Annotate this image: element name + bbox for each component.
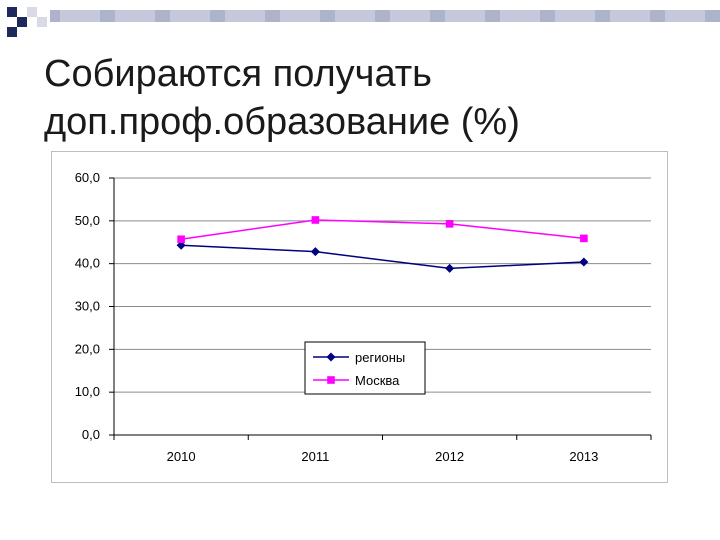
x-tick-label: 2010 xyxy=(167,449,196,464)
slide-title-line-2: доп.проф.образование (%) xyxy=(44,101,520,143)
deco-block xyxy=(445,10,485,22)
legend-marker xyxy=(326,352,336,362)
deco-square xyxy=(27,7,37,17)
series-line xyxy=(181,219,584,240)
data-point xyxy=(580,234,588,243)
data-point xyxy=(445,220,454,228)
series xyxy=(176,216,589,273)
y-tick-label: 50,0 xyxy=(75,213,100,228)
line-chart: 0,0 10,0 20,0 30,0 40,0 50,0 60,0 2010 2011 2012 2… xyxy=(75,170,652,464)
data-point xyxy=(579,257,589,267)
x-tick-label: 2013 xyxy=(569,449,598,464)
deco-block xyxy=(500,10,540,22)
x-tick-label: 2011 xyxy=(301,449,329,464)
deco-block xyxy=(665,10,705,22)
y-tick-label: 60,0 xyxy=(75,170,100,185)
chart-frame xyxy=(51,151,668,483)
deco-block xyxy=(555,10,595,22)
deco-square xyxy=(7,27,17,37)
y-tick-label: 0,0 xyxy=(82,427,100,442)
deco-block xyxy=(610,10,650,22)
legend-box xyxy=(304,341,426,395)
y-tick-label: 30,0 xyxy=(75,299,100,314)
legend-marker xyxy=(327,376,335,384)
deco-block xyxy=(335,10,375,22)
series-line xyxy=(181,244,584,270)
x-tick-label: 2012 xyxy=(435,449,464,464)
deco-square xyxy=(37,17,47,27)
deco-block xyxy=(60,10,100,22)
deco-block xyxy=(170,10,210,22)
axes: 0,0 10,0 20,0 30,0 40,0 50,0 60,0 2010 2011 2012 2… xyxy=(75,170,652,464)
data-point xyxy=(177,235,185,244)
data-point xyxy=(445,263,455,273)
deco-stripe xyxy=(50,10,720,22)
y-tick-label: 40,0 xyxy=(75,256,100,271)
data-point xyxy=(310,247,320,257)
legend: регионы Москва xyxy=(304,341,426,395)
title-decoration xyxy=(7,7,720,37)
legend-label: Москва xyxy=(355,373,400,388)
data-point xyxy=(311,216,320,224)
deco-blocks xyxy=(60,10,705,22)
deco-block xyxy=(115,10,155,22)
deco-block xyxy=(280,10,320,22)
deco-square xyxy=(17,17,27,27)
slide-title-line-1: Собираются получать xyxy=(44,53,432,95)
deco-block xyxy=(390,10,430,22)
slide-title: Собираются получать доп.проф.образование… xyxy=(44,50,684,146)
legend-label: регионы xyxy=(355,350,405,365)
y-tick-label: 10,0 xyxy=(75,384,100,399)
deco-block xyxy=(225,10,265,22)
y-tick-label: 20,0 xyxy=(75,341,100,356)
deco-square xyxy=(7,7,17,17)
